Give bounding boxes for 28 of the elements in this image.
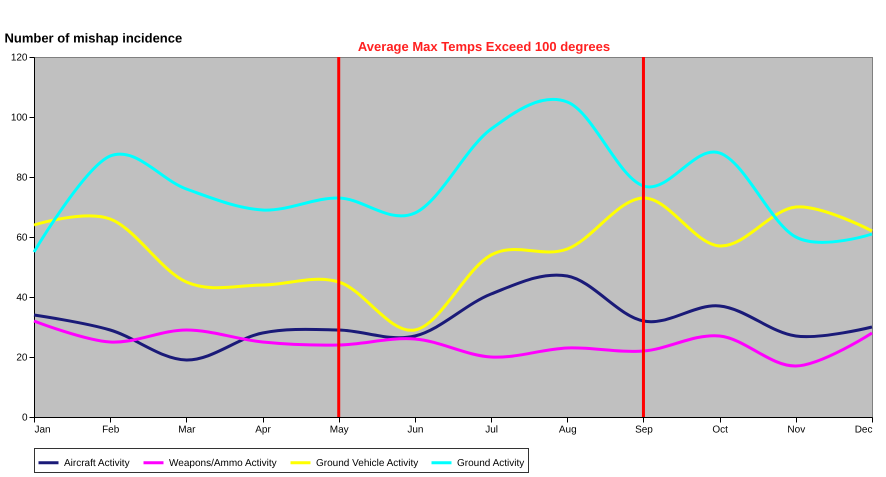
y-tick-label: 40 xyxy=(16,292,28,304)
x-tick-label: Aug xyxy=(558,424,577,436)
y-axis-title: Number of mishap incidence xyxy=(4,30,182,46)
x-tick-label: Mar xyxy=(178,424,196,436)
x-tick-label: Apr xyxy=(255,424,272,436)
x-tick-label: May xyxy=(330,424,349,436)
y-tick-label: 20 xyxy=(16,352,28,364)
x-tick-label: Jul xyxy=(485,424,498,436)
y-tick-label: 0 xyxy=(22,412,28,424)
legend-label: Ground Activity xyxy=(457,458,524,469)
line-series xyxy=(32,320,874,368)
x-tick-label: Jun xyxy=(407,424,424,436)
line-series xyxy=(32,274,874,362)
x-tick-label: Oct xyxy=(712,424,728,436)
legend-label: Ground Vehicle Activity xyxy=(316,458,418,469)
x-tick-label: Nov xyxy=(787,424,806,436)
x-tick-label: Sep xyxy=(635,424,654,436)
y-tick-label: 120 xyxy=(10,52,28,64)
x-tick-label: Jan xyxy=(34,424,51,436)
text: Average Max Temps Exceed 100 degrees xyxy=(358,39,610,54)
x-tick-label: Dec xyxy=(854,424,872,436)
x-tick-label: Feb xyxy=(102,424,120,436)
legend-label: Aircraft Activity xyxy=(64,458,130,469)
y-tick-label: 100 xyxy=(10,112,28,124)
y-tick-label: 60 xyxy=(16,232,28,244)
line-series xyxy=(32,196,874,332)
legend-label: Weapons/Ammo Activity xyxy=(169,458,277,469)
y-tick-label: 80 xyxy=(16,172,28,184)
